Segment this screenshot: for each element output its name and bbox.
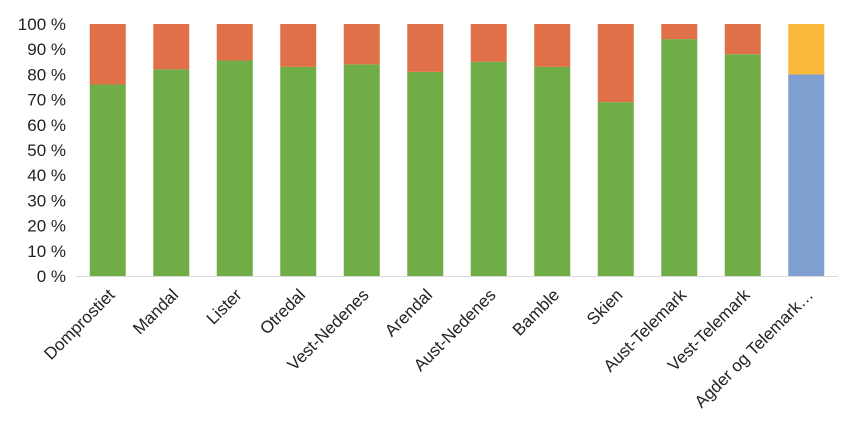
y-tick-label: 80 % <box>27 65 66 84</box>
bar-segment-upper-5 <box>343 24 380 65</box>
bar-segment-upper-7 <box>470 24 507 62</box>
bar-segment-lower-12 <box>788 74 825 277</box>
bar-segment-lower-4 <box>280 66 317 276</box>
x-axis: Domprostiet Mandal Lister OtredalVest-Neden… <box>40 285 817 411</box>
y-tick-label: 40 % <box>27 166 66 185</box>
y-tick-label: 90 % <box>27 40 66 59</box>
bar-segment-lower-9 <box>597 102 634 277</box>
y-tick-label: 50 % <box>27 141 66 160</box>
bar-segment-lower-3 <box>216 60 253 276</box>
bar-segment-lower-10 <box>661 39 698 277</box>
x-tick-label: Arendal <box>381 285 436 340</box>
bar-segment-lower-6 <box>407 71 444 276</box>
y-tick-label: 10 % <box>27 242 66 261</box>
y-tick-label: 60 % <box>27 116 66 135</box>
bar-segment-upper-12 <box>788 24 825 75</box>
y-tick-label: 30 % <box>27 191 66 210</box>
x-tick-label: Agder og Telemark… <box>691 285 817 411</box>
y-axis: 0 % 10 % 20 % 30 % 40 % 50 % 60 % 70 % 80 % 90 % 1… <box>18 15 66 286</box>
bar-segment-lower-2 <box>153 69 190 276</box>
bar-segment-upper-8 <box>534 24 571 67</box>
x-tick-label: Bamble <box>509 285 563 339</box>
bar-segment-upper-3 <box>216 24 253 61</box>
x-tick-label: Mandal <box>129 285 182 338</box>
bar-segment-lower-11 <box>724 54 761 276</box>
bar-segment-upper-1 <box>89 24 126 85</box>
x-tick-label: Skien <box>583 285 627 329</box>
bar-segment-upper-2 <box>153 24 190 70</box>
bar-segment-upper-10 <box>661 24 698 40</box>
bar-segment-upper-11 <box>724 24 761 55</box>
bar-segment-upper-4 <box>280 24 317 67</box>
y-tick-label: 100 % <box>18 15 66 34</box>
bars-group <box>89 24 825 277</box>
bar-segment-lower-1 <box>89 84 126 276</box>
y-tick-label: 0 % <box>37 267 66 286</box>
bar-segment-lower-7 <box>470 61 507 276</box>
x-tick-label: Domprostiet <box>40 285 118 363</box>
y-tick-label: 20 % <box>27 217 66 236</box>
x-tick-label: Otredal <box>256 285 309 338</box>
y-tick-label: 70 % <box>27 91 66 110</box>
bar-segment-lower-8 <box>534 66 571 276</box>
bar-segment-upper-6 <box>407 24 444 72</box>
bar-segment-upper-9 <box>597 24 634 103</box>
bar-segment-lower-5 <box>343 64 380 276</box>
x-tick-label: Lister <box>203 285 246 328</box>
